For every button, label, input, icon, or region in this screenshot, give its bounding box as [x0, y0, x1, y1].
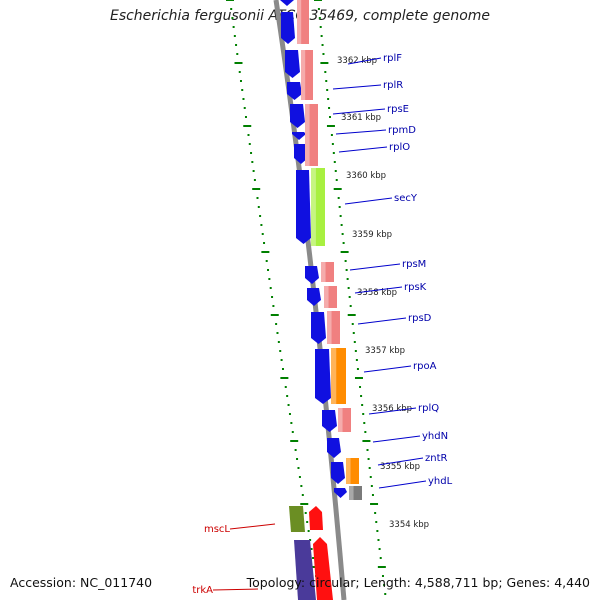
forward-gene-arrow — [294, 144, 308, 164]
gene-label: rpsK — [404, 282, 427, 293]
gene-highlight — [349, 486, 354, 500]
reverse-gene-block — [324, 286, 337, 308]
forward-gene-arrow — [292, 132, 306, 140]
forward-gene-arrow — [322, 410, 337, 432]
kbp-label: 3357 kbp — [365, 346, 405, 356]
gene-label: rpsE — [387, 104, 409, 115]
forward-gene-arrow — [327, 438, 341, 458]
gene-highlight — [305, 104, 310, 166]
forward-gene-arrow — [307, 288, 321, 306]
gene-highlight — [301, 50, 306, 100]
gene-label-connector — [338, 146, 388, 153]
gene-label-connector — [363, 365, 412, 373]
gene-label-connector — [347, 57, 382, 65]
kbp-label: 3360 kbp — [346, 171, 386, 181]
gene-label: rplF — [383, 53, 402, 64]
trk-gene-arrow — [309, 506, 323, 530]
forward-gene-arrow — [331, 462, 345, 484]
forward-gene-arrow — [296, 170, 311, 244]
gene-highlight — [346, 458, 351, 484]
trkA-forward-block — [294, 540, 316, 600]
reverse-gene-block — [331, 348, 346, 404]
reverse-gene-block — [321, 262, 334, 282]
gene-label-connector — [377, 457, 424, 466]
gene-highlight — [327, 311, 332, 344]
gene-highlight — [331, 348, 337, 404]
gene-highlight — [311, 168, 316, 246]
gene-label: rplQ — [418, 403, 439, 414]
gene-highlight — [338, 408, 343, 432]
trkA-gene-block — [313, 537, 333, 600]
kbp-label: 3356 kbp — [372, 404, 412, 414]
tick-ring-outer — [226, 0, 321, 595]
gene-label-connector — [368, 407, 417, 415]
kbp-label: 3359 kbp — [352, 230, 392, 240]
gene-label-connector — [378, 480, 427, 489]
gene-label: yhdL — [428, 476, 453, 487]
gene-labels: rplF rplR rpsE rpmD rplO secY rpsM rpsK rpsD rpoA… — [192, 53, 452, 596]
gene-label: mscL — [204, 524, 230, 535]
gene-label-connector — [357, 317, 407, 325]
gene-label: yhdN — [422, 431, 448, 442]
reverse-gene-block — [349, 486, 362, 500]
forward-gene-arrow — [334, 488, 347, 498]
accession-text: Accession: NC_011740 — [10, 575, 153, 590]
gene-label-connector — [332, 108, 386, 115]
reverse-gene-block — [297, 0, 309, 44]
gene-highlight — [321, 262, 326, 282]
forward-gene-arrow — [315, 349, 331, 404]
gene-label-connector — [354, 286, 403, 294]
kbp-label: 3362 kbp — [337, 56, 377, 66]
reverse-gene-block — [338, 408, 351, 432]
forward-gene-arrow — [287, 82, 302, 100]
gene-label-connector — [335, 129, 387, 135]
gene-label-connector — [349, 263, 401, 271]
reverse-gene-block — [305, 104, 318, 166]
gene-label-connector — [332, 84, 382, 90]
kbp-label: 3358 kbp — [357, 288, 397, 298]
gene-label: zntR — [425, 453, 448, 464]
reverse-gene-block — [346, 458, 359, 484]
forward-gene-arrow — [290, 104, 305, 128]
gene-label: rpsM — [402, 259, 426, 270]
gene-label: rpoA — [413, 361, 437, 372]
gene-label-connector — [212, 588, 259, 591]
gene-label-connector — [372, 435, 421, 443]
tick-ring-inner — [314, 0, 387, 595]
gene-highlight — [297, 0, 302, 44]
kbp-label: 3355 kbp — [380, 462, 420, 472]
reverse-gene-block — [327, 311, 340, 344]
gene-label: rpmD — [388, 125, 416, 136]
mscL-gene-block — [289, 506, 305, 532]
gene-label: rpsD — [408, 313, 432, 324]
gene-label: trkA — [192, 585, 213, 596]
forward-gene-arrow — [285, 50, 300, 78]
gene-label-connector — [229, 523, 276, 530]
reverse-gene-block — [301, 50, 313, 100]
gene-label-connector — [344, 197, 393, 205]
gene-track — [280, 0, 362, 600]
gene-label: secY — [394, 193, 418, 204]
forward-gene-arrow — [305, 266, 319, 284]
topology-text: Topology: circular; Length: 4,588,711 bp… — [246, 575, 590, 590]
reverse-gene-block — [311, 168, 325, 246]
forward-gene-arrow — [281, 12, 295, 44]
forward-gene-arrow — [311, 312, 326, 344]
kbp-labels: 3362 kbp 3361 kbp 3360 kbp 3359 kbp 3358 kbp… — [337, 56, 429, 530]
forward-gene-arrow — [280, 0, 294, 6]
kbp-label: 3354 kbp — [389, 520, 429, 530]
kbp-label: 3361 kbp — [341, 113, 381, 123]
gene-label: rplO — [389, 142, 410, 153]
gene-label: rplR — [383, 80, 403, 91]
gene-highlight — [324, 286, 329, 308]
